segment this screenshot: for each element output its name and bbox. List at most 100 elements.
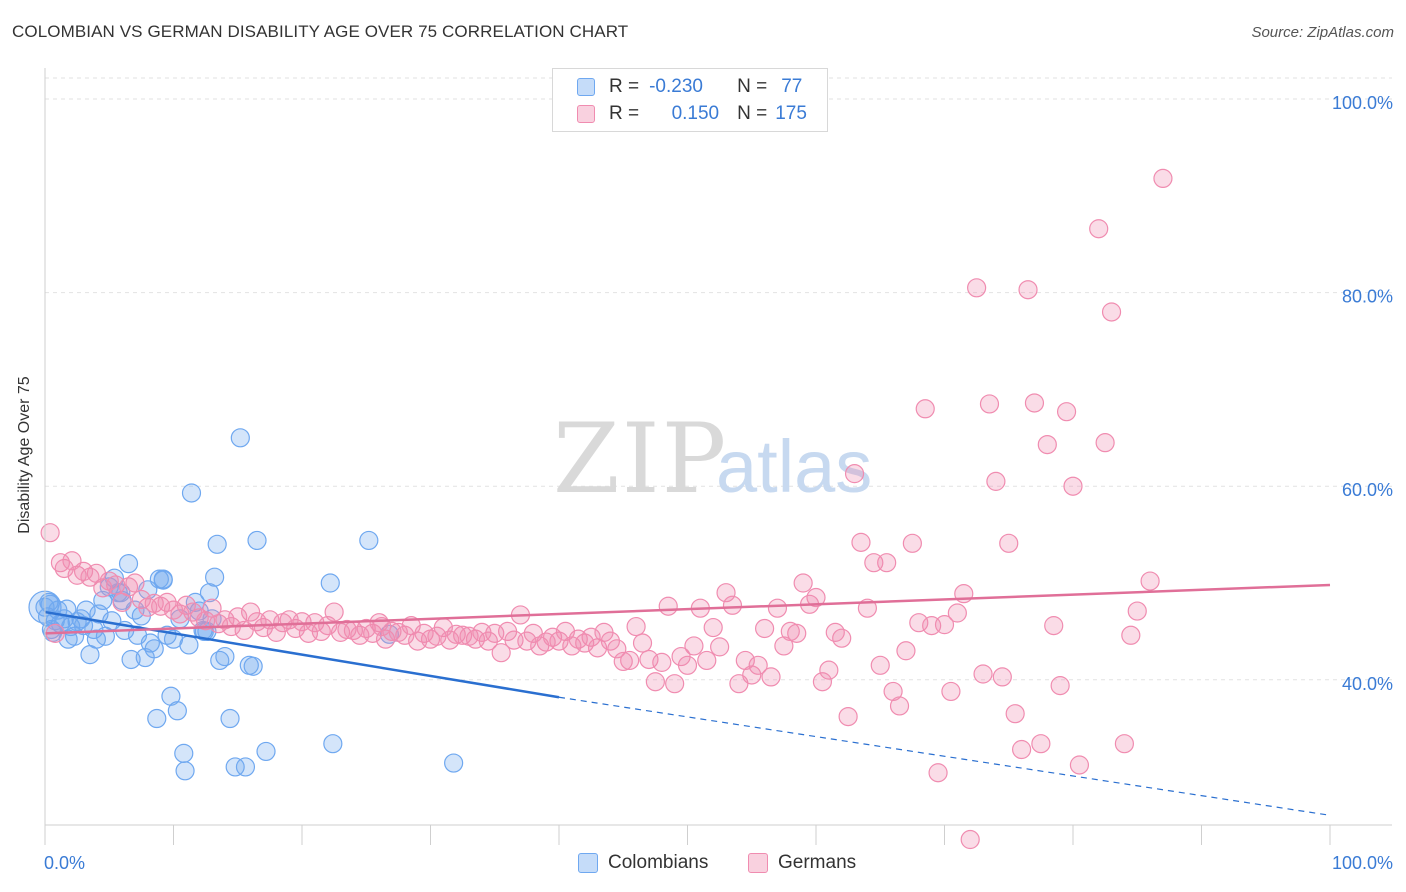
data-point-germans xyxy=(870,655,890,675)
trend-line-germans xyxy=(44,583,1331,635)
data-point-colombians xyxy=(175,761,195,781)
data-point-germans xyxy=(716,583,736,603)
data-point-germans xyxy=(979,394,1000,414)
data-point-germans xyxy=(819,660,839,680)
watermark-atlas: atlas xyxy=(716,425,872,508)
data-point-colombians xyxy=(359,530,379,551)
data-point-germans xyxy=(620,650,640,671)
data-point-germans xyxy=(742,665,762,685)
data-point-germans xyxy=(1121,625,1141,645)
data-point-germans xyxy=(832,628,852,648)
series-swatch-germans xyxy=(748,853,768,873)
data-point-germans xyxy=(658,596,678,616)
series-legend-label: Germans xyxy=(778,852,857,873)
data-point-germans xyxy=(1101,302,1122,322)
y-tick-label: 40.0% xyxy=(1342,674,1393,694)
data-point-germans xyxy=(478,631,498,651)
data-point-germans xyxy=(382,621,402,642)
series-legend-label: Colombians xyxy=(608,852,709,873)
series-swatch-colombians xyxy=(578,853,598,873)
data-point-germans xyxy=(812,672,833,692)
data-point-colombians xyxy=(147,708,167,729)
legend-r-value: 0.150 xyxy=(671,103,720,124)
data-point-germans xyxy=(665,674,685,694)
source-label: Source: ZipAtlas.com xyxy=(1251,24,1394,41)
data-point-germans xyxy=(1056,402,1077,422)
data-point-colombians xyxy=(179,635,199,655)
data-point-germans xyxy=(767,598,788,618)
series-legend-germans[interactable]: Germans xyxy=(748,852,856,874)
data-point-germans xyxy=(157,592,177,612)
points-layer xyxy=(28,168,1173,850)
series-legend-colombians[interactable]: Colombians xyxy=(578,852,708,874)
data-point-germans xyxy=(1140,571,1160,591)
data-point-germans xyxy=(703,617,723,638)
series-legend: Colombians Germans xyxy=(0,852,1406,878)
data-point-germans xyxy=(1069,755,1090,775)
data-point-germans xyxy=(1050,676,1070,696)
data-point-colombians xyxy=(174,743,194,763)
data-point-germans xyxy=(652,652,672,672)
data-point-germans xyxy=(600,631,621,651)
data-point-germans xyxy=(1037,434,1057,455)
data-point-colombians xyxy=(199,583,220,603)
data-point-germans xyxy=(697,650,717,671)
data-point-germans xyxy=(787,623,807,643)
legend-n-label: N = xyxy=(737,103,768,124)
data-point-germans xyxy=(581,627,601,647)
data-point-germans xyxy=(632,633,653,653)
data-point-colombians xyxy=(57,599,77,619)
data-point-germans xyxy=(748,655,768,675)
data-point-germans xyxy=(1089,219,1109,239)
data-point-germans xyxy=(1011,739,1032,760)
data-point-germans xyxy=(999,533,1019,553)
data-point-germans xyxy=(131,589,151,610)
data-point-colombians xyxy=(235,757,256,777)
legend-row-germans: R = 0.150 N = 175 xyxy=(577,102,807,126)
data-point-germans xyxy=(1153,168,1173,189)
data-point-germans xyxy=(915,399,935,419)
data-point-colombians xyxy=(144,639,164,659)
legend-r-value: -0.230 xyxy=(649,76,703,97)
data-point-germans xyxy=(806,587,826,608)
data-point-colombians xyxy=(207,534,227,554)
y-axis-label: Disability Age Over 75 xyxy=(16,376,33,534)
data-point-germans xyxy=(626,616,646,637)
data-point-germans xyxy=(992,667,1012,687)
chart-title: COLOMBIAN VS GERMAN DISABILITY AGE OVER … xyxy=(12,22,629,41)
data-point-germans xyxy=(1044,616,1064,636)
data-point-germans xyxy=(241,602,261,622)
data-point-germans xyxy=(889,696,910,716)
data-point-germans xyxy=(793,573,813,593)
data-point-germans xyxy=(928,763,948,783)
data-point-colombians xyxy=(153,570,173,590)
data-point-germans xyxy=(1114,734,1135,754)
legend-swatch-colombians xyxy=(577,78,595,96)
data-point-germans xyxy=(967,278,987,298)
data-point-germans xyxy=(947,603,967,623)
watermark-zip: ZIP xyxy=(553,403,728,515)
data-point-colombians xyxy=(220,708,240,729)
data-point-germans xyxy=(40,523,60,543)
axes-layer: 40.0% 60.0% 80.0% 100.0% 0.0% 100.0% xyxy=(44,68,1393,873)
data-point-germans xyxy=(253,617,274,638)
data-point-germans xyxy=(684,636,704,656)
data-point-germans xyxy=(838,706,858,727)
data-point-colombians xyxy=(39,592,59,612)
correlation-legend: R = -0.230 N = 77 R = 0.150 N = 175 xyxy=(552,68,828,132)
data-point-germans xyxy=(324,602,344,622)
data-point-colombians xyxy=(181,483,202,503)
data-point-colombians xyxy=(320,573,340,593)
data-point-colombians xyxy=(444,753,464,773)
data-point-germans xyxy=(491,643,511,663)
legend-n-value: 77 xyxy=(781,76,803,97)
y-tick-label: 60.0% xyxy=(1342,480,1393,500)
data-point-germans xyxy=(986,471,1006,491)
data-point-germans xyxy=(941,681,961,702)
data-point-germans xyxy=(1018,280,1038,300)
data-point-germans xyxy=(710,637,730,657)
series-germans xyxy=(40,168,1173,850)
trend-line-colombians xyxy=(44,610,560,699)
